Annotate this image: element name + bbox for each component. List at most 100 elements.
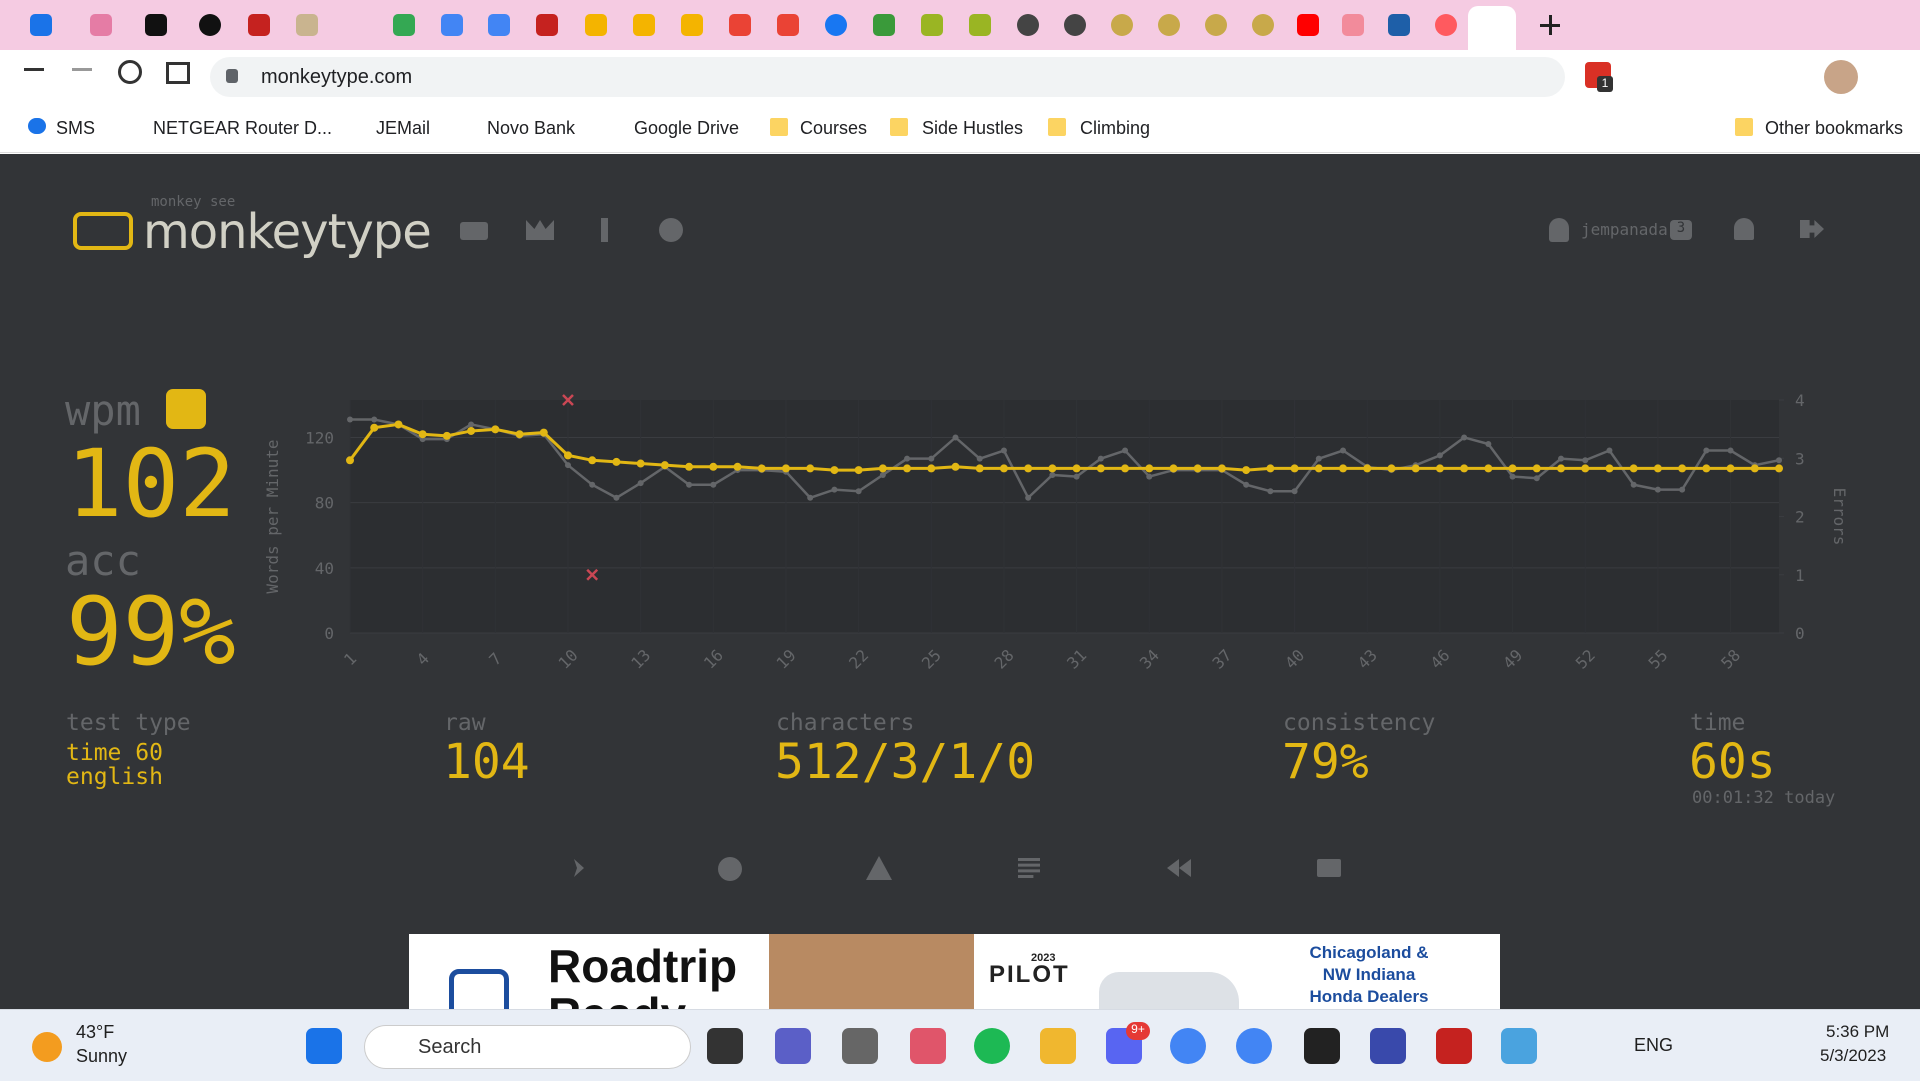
tab-icon[interactable] — [1064, 14, 1086, 36]
clock-date[interactable]: 5/3/2023 — [1820, 1046, 1887, 1065]
app-icon[interactable] — [974, 1028, 1010, 1064]
app-icon[interactable] — [842, 1028, 878, 1064]
tab-icon[interactable] — [681, 14, 703, 36]
honda-logo — [449, 969, 509, 1009]
discord-badge: 9+ — [1126, 1022, 1150, 1040]
series-point — [1508, 464, 1517, 473]
notifications-icon[interactable] — [1734, 218, 1754, 240]
forward-button[interactable] — [72, 68, 92, 71]
logo-icon[interactable] — [73, 212, 133, 250]
tab-icon[interactable] — [1435, 14, 1457, 36]
tab-icon[interactable] — [1205, 14, 1227, 36]
tab-icon[interactable] — [1297, 14, 1319, 36]
tab-icon[interactable] — [1342, 14, 1364, 36]
app-icon[interactable] — [1436, 1028, 1472, 1064]
tab-icon[interactable] — [777, 14, 799, 36]
tab-icon[interactable] — [1388, 14, 1410, 36]
bookmark[interactable]: NETGEAR Router D... — [153, 118, 333, 138]
tab-icon[interactable] — [969, 14, 991, 36]
series-point — [539, 428, 548, 437]
tab-icon[interactable] — [1158, 14, 1180, 36]
clock-time[interactable]: 5:36 PM — [1826, 1022, 1890, 1041]
tab-icon[interactable] — [825, 14, 847, 36]
reload-button[interactable] — [118, 60, 142, 84]
tab-icon[interactable] — [921, 14, 943, 36]
app-icon[interactable] — [1304, 1028, 1340, 1064]
report-button[interactable] — [866, 856, 892, 880]
profile-avatar[interactable] — [1824, 60, 1858, 94]
username[interactable]: jempanada — [1581, 220, 1668, 239]
app-icon[interactable] — [1040, 1028, 1076, 1064]
tab-icon[interactable] — [873, 14, 895, 36]
tab-icon[interactable] — [248, 14, 270, 36]
series-point — [1243, 481, 1250, 488]
bookmark[interactable]: Courses — [800, 118, 868, 138]
about-icon[interactable] — [601, 218, 608, 242]
logo-text[interactable]: monkeytype — [143, 204, 432, 260]
series-point — [1436, 452, 1443, 459]
tab-icon[interactable] — [30, 14, 52, 36]
tab-icon[interactable] — [393, 14, 415, 36]
repeat-test-button[interactable] — [718, 857, 742, 881]
next-test-button[interactable] — [574, 859, 584, 877]
series-point — [975, 464, 984, 473]
new-tab-button[interactable] — [1549, 15, 1552, 35]
tab-icon[interactable] — [488, 14, 510, 36]
temperature[interactable]: 43°F — [76, 1022, 115, 1042]
series-point — [855, 488, 862, 495]
tab-icon[interactable] — [536, 14, 558, 36]
tab-icon[interactable] — [1252, 14, 1274, 36]
tab-icon[interactable] — [441, 14, 463, 36]
app-icon[interactable] — [1501, 1028, 1537, 1064]
input-language[interactable]: ENG — [1634, 1035, 1674, 1055]
settings-icon[interactable] — [659, 218, 683, 242]
active-tab[interactable] — [1468, 6, 1516, 50]
app-icon[interactable] — [775, 1028, 811, 1064]
weather[interactable]: Sunny — [76, 1046, 128, 1066]
series-point — [1122, 447, 1129, 454]
x-tick-label: 25 — [918, 646, 945, 673]
tab-icon[interactable] — [1017, 14, 1039, 36]
replay-button[interactable] — [1167, 859, 1191, 877]
search-box[interactable]: Search — [364, 1025, 691, 1069]
bookmark[interactable]: SMS — [56, 118, 96, 138]
bookmark[interactable]: Climbing — [1080, 118, 1151, 138]
tab-icon[interactable] — [145, 14, 167, 36]
app-icon[interactable] — [1170, 1028, 1206, 1064]
word-history-button[interactable] — [1018, 858, 1040, 878]
app-icon[interactable] — [707, 1028, 743, 1064]
x-tick-label: 22 — [845, 646, 872, 673]
plot-area — [350, 400, 1779, 633]
screenshot-button[interactable] — [1317, 859, 1341, 877]
logout-icon[interactable] — [1800, 220, 1824, 238]
advertisement[interactable]: Roadtrip Ready 2023 PILOT Chicagoland & … — [409, 934, 1500, 1009]
logo-tagline: monkey see — [151, 194, 236, 210]
home-button[interactable] — [166, 62, 190, 84]
tab-icon[interactable] — [199, 14, 221, 36]
tab-icon[interactable] — [729, 14, 751, 36]
series-point — [1290, 464, 1299, 473]
start-button[interactable] — [306, 1028, 342, 1064]
bookmark[interactable]: Side Hustles — [922, 118, 1024, 138]
tab-icon[interactable] — [90, 14, 112, 36]
bookmark[interactable]: Google Drive — [634, 118, 740, 138]
bookmark[interactable]: Novo Bank — [487, 118, 576, 138]
tab-icon[interactable] — [585, 14, 607, 36]
app-icon[interactable] — [1236, 1028, 1272, 1064]
series-point — [371, 416, 378, 423]
leaderboard-icon[interactable] — [526, 220, 554, 240]
omnibox[interactable]: monkeytype.com — [210, 57, 1565, 97]
account-icon[interactable] — [1549, 218, 1569, 242]
tab-icon[interactable] — [1111, 14, 1133, 36]
tab-icon[interactable] — [633, 14, 655, 36]
app-icon[interactable] — [910, 1028, 946, 1064]
bookmark[interactable]: JEMail — [376, 118, 431, 138]
wpm-value: 102 — [66, 430, 236, 539]
bookmark[interactable]: Other bookmarks — [1765, 118, 1904, 138]
series-point — [1363, 464, 1372, 473]
keyboard-icon[interactable] — [460, 222, 488, 240]
series-point — [685, 462, 694, 471]
app-icon[interactable] — [1370, 1028, 1406, 1064]
back-button[interactable] — [24, 68, 44, 71]
tab-icon[interactable] — [296, 14, 318, 36]
